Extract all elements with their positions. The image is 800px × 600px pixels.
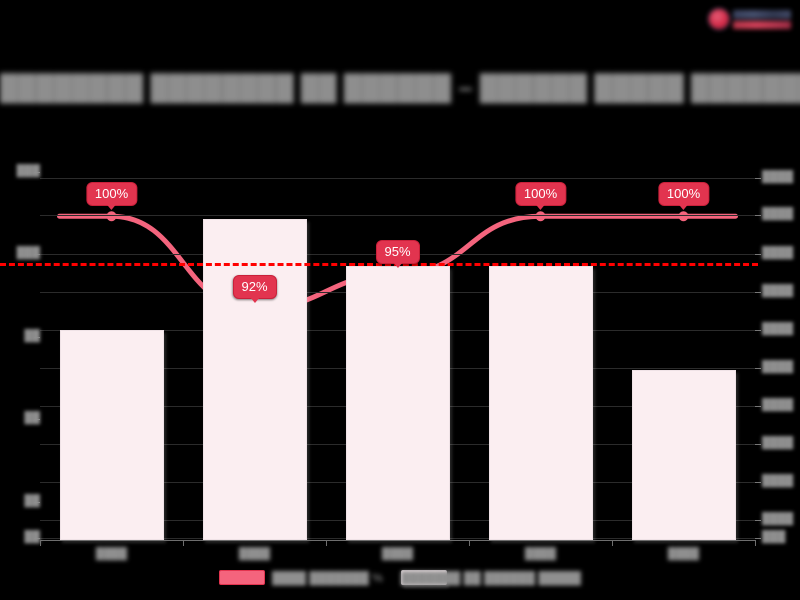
bar-column[interactable] (488, 265, 593, 540)
left-axis-tick-mark (34, 254, 40, 255)
data-label: 100% (514, 182, 567, 207)
legend-swatch-line-icon (219, 570, 266, 585)
left-axis-tick-mark (34, 172, 40, 173)
right-axis-tick-label: ████ (762, 208, 794, 220)
line-data-point[interactable] (106, 211, 117, 222)
logo-wordmark-line-2 (733, 20, 791, 29)
x-axis-tick-mark (755, 540, 756, 546)
right-axis-tick-label: ████ (762, 171, 794, 183)
right-axis-tick-mark (755, 482, 761, 483)
legend-swatch-bar-icon (400, 570, 447, 585)
right-axis-tick-mark (755, 254, 761, 255)
chart-legend: ████ ███████ % ███████ ██ ██████ █████ (0, 570, 800, 585)
right-axis-tick-label: ████ (762, 361, 794, 373)
bar-column[interactable] (345, 265, 450, 540)
right-axis-tick-mark (755, 538, 761, 539)
left-axis-tick-label: ███ (16, 165, 40, 177)
right-axis-tick-mark (755, 406, 761, 407)
left-axis-tick-label: ██ (24, 330, 40, 342)
left-axis-tick-mark (34, 337, 40, 338)
right-axis-tick-mark (755, 215, 761, 216)
x-axis-category-label: ████ (524, 548, 557, 560)
x-axis-line (40, 540, 755, 541)
right-axis-tick-label: ████ (762, 399, 794, 411)
data-label: 100% (657, 182, 710, 207)
right-axis-tick-mark (755, 368, 761, 369)
x-axis-tick-mark (612, 540, 613, 546)
line-data-point[interactable] (678, 211, 689, 222)
logo-wordmark-line-1 (733, 9, 791, 19)
data-label: 100% (85, 182, 138, 207)
right-axis-tick-mark (755, 292, 761, 293)
legend-item-bar[interactable]: ███████ ██ ██████ █████ (400, 570, 581, 585)
right-axis-tick-mark (755, 178, 761, 179)
logo-wordmark (733, 9, 791, 29)
data-label: 92% (232, 274, 277, 299)
x-axis-tick-mark (469, 540, 470, 546)
x-axis-tick-mark (326, 540, 327, 546)
x-axis-category-label: ████ (238, 548, 271, 560)
right-axis-tick-mark (755, 330, 761, 331)
right-axis-tick-label: ████ (762, 247, 794, 259)
right-axis-tick-label: ████ (762, 475, 794, 487)
left-axis-tick-label: ██ (24, 531, 40, 543)
plot-area (0, 170, 761, 540)
left-axis-tick-label: ███ (16, 247, 40, 259)
left-axis-tick-label: ██ (24, 495, 40, 507)
gridline (40, 215, 755, 216)
legend-label-bar: ███████ ██ ██████ █████ (400, 570, 581, 585)
x-axis-category-label: ████ (381, 548, 414, 560)
x-axis-tick-mark (183, 540, 184, 546)
right-axis-tick-label: ███ (762, 531, 786, 543)
right-axis-tick-label: ████ (762, 437, 794, 449)
left-axis-tick-mark (34, 419, 40, 420)
legend-item-line[interactable]: ████ ███████ % (219, 570, 383, 585)
right-axis-tick-mark (755, 444, 761, 445)
legend-label-line: ████ ███████ % (272, 570, 383, 585)
right-axis-tick-label: ████ (762, 323, 794, 335)
left-axis-tick-mark (34, 502, 40, 503)
gridline (40, 178, 755, 179)
brand-logo (705, 4, 797, 34)
right-axis-tick-label: ████ (762, 285, 794, 297)
threshold-line (0, 262, 758, 266)
chart-title: ████████ ████████ ██ ██████ – ██████ ███… (0, 74, 800, 102)
x-axis-category-label: ████ (95, 548, 128, 560)
x-axis-category-label: ████ (667, 548, 700, 560)
bar-column[interactable] (59, 330, 164, 540)
x-axis-tick-mark (40, 540, 41, 546)
bar-column[interactable] (631, 370, 736, 540)
data-label: 95% (375, 240, 420, 265)
left-axis-tick-mark (34, 538, 40, 539)
right-axis-tick-mark (755, 520, 761, 521)
logo-mark-icon (709, 9, 729, 29)
line-data-point[interactable] (535, 211, 546, 222)
bar-column[interactable] (202, 219, 307, 540)
left-axis-tick-label: ██ (24, 412, 40, 424)
right-axis-tick-label: ████ (762, 513, 794, 525)
